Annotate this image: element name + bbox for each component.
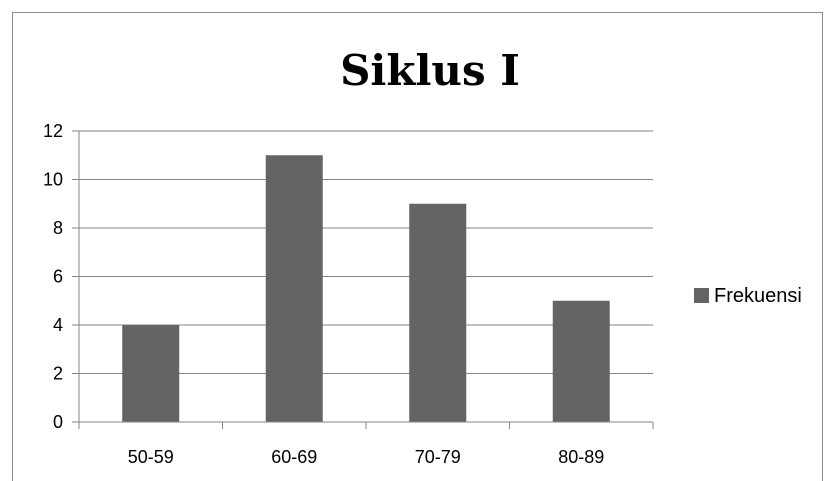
y-tick-label: 12 bbox=[43, 121, 63, 141]
axes bbox=[78, 131, 653, 423]
x-tick-label: 50-59 bbox=[128, 447, 174, 467]
y-tick-label: 0 bbox=[53, 412, 63, 432]
bar bbox=[409, 203, 467, 422]
x-tick-label: 70-79 bbox=[415, 447, 461, 467]
legend-swatch bbox=[694, 288, 709, 303]
bar bbox=[552, 300, 610, 422]
chart-title: Siklus I bbox=[340, 46, 520, 95]
y-tick-label: 2 bbox=[53, 364, 63, 384]
y-tick-label: 10 bbox=[43, 170, 63, 190]
legend: Frekuensi bbox=[694, 285, 802, 307]
x-axis-ticks: 50-59 60-69 70-79 80-89 bbox=[78, 422, 654, 467]
y-tick-label: 4 bbox=[53, 315, 63, 335]
bar bbox=[265, 155, 323, 422]
legend-label: Frekuensi bbox=[714, 285, 802, 307]
y-tick-label: 6 bbox=[53, 267, 63, 287]
y-axis-ticks: 0 2 4 6 8 10 12 bbox=[43, 121, 79, 432]
bars bbox=[122, 155, 610, 422]
y-tick-label: 8 bbox=[53, 218, 63, 238]
bar bbox=[122, 325, 180, 422]
x-tick-label: 80-89 bbox=[558, 447, 604, 467]
x-tick-label: 60-69 bbox=[271, 447, 317, 467]
